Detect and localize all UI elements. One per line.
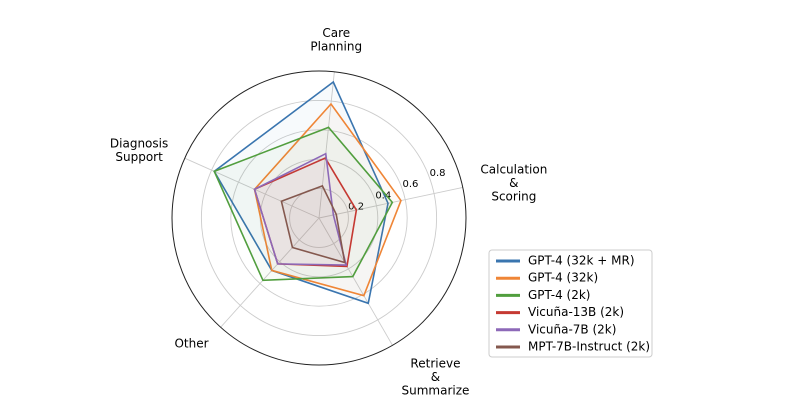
grid-circle (289, 188, 349, 248)
radial-tick-label: 0.2 (348, 202, 364, 213)
axis-spoke (318, 71, 335, 219)
series-polygon (213, 80, 389, 305)
radar-grid (171, 70, 467, 366)
legend-item: Vicuña-13B (2k) (496, 305, 624, 319)
legend-item: GPT-4 (2k) (496, 288, 591, 302)
axis-spoke (184, 157, 320, 219)
outer-frame (171, 70, 467, 366)
category-label: Other (174, 336, 208, 350)
category-label: Calculation&Scoring (480, 163, 547, 204)
series-polygon (280, 184, 346, 264)
legend-item: Vicuña-7B (2k) (496, 322, 616, 336)
category-labels: Calculation&ScoringCarePlanningDiagnosis… (110, 26, 547, 398)
legend-label: GPT-4 (32k + MR) (528, 254, 635, 268)
series-polygon (213, 126, 394, 282)
radial-tick-label: 0.8 (430, 168, 446, 179)
category-label-line: Scoring (491, 190, 536, 204)
category-label: Retrieve&Summarize (401, 357, 469, 398)
legend-label: MPT-7B-Instruct (2k) (528, 340, 650, 354)
legend-label: GPT-4 (32k) (528, 271, 598, 285)
category-label-line: Calculation (480, 163, 547, 177)
grid-circle (230, 129, 408, 307)
category-label-line: & (509, 176, 518, 190)
radial-tick-label: 0.6 (402, 179, 418, 190)
legend-label: Vicuña-13B (2k) (528, 305, 624, 319)
category-label-line: Summarize (401, 384, 469, 398)
category-label-line: Other (174, 336, 208, 350)
legend-item: GPT-4 (32k + MR) (496, 254, 635, 268)
category-label-line: Planning (310, 40, 362, 54)
category-label-line: Retrieve (410, 357, 460, 371)
grid-circle (200, 99, 438, 337)
legend-frame (488, 249, 653, 358)
axis-spoke (318, 186, 463, 219)
series-polygon (253, 102, 402, 297)
radial-tick-label: 0.4 (375, 190, 391, 201)
legend-item: MPT-7B-Instruct (2k) (496, 340, 650, 354)
legend-label: Vicuña-7B (2k) (528, 322, 616, 336)
radial-tick-labels: 0.2 0.4 0.6 0.8 (348, 168, 445, 213)
category-label-line: & (431, 370, 440, 384)
category-label-line: Care (322, 26, 350, 40)
legend: GPT-4 (32k + MR) GPT-4 (32k) GPT-4 (2k) Vic… (488, 249, 653, 358)
category-label-line: Diagnosis (110, 137, 168, 151)
legend-item: GPT-4 (32k) (496, 271, 598, 285)
legend-label: GPT-4 (2k) (528, 288, 591, 302)
axis-spoke (220, 217, 320, 328)
category-label-line: Support (115, 150, 163, 164)
axis-spoke (318, 217, 393, 346)
radar-series (213, 80, 402, 305)
